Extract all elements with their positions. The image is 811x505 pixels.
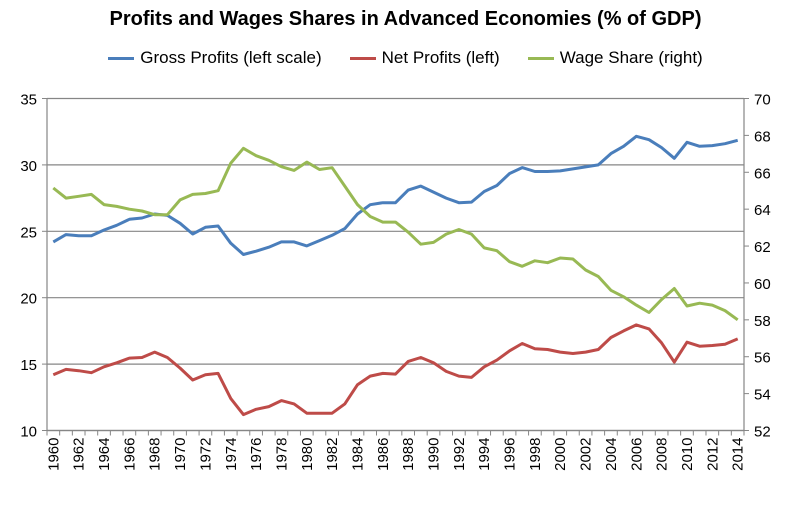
x-axis-tick-label: 1978	[273, 438, 290, 471]
x-axis-tick-label: 1994	[476, 438, 493, 471]
right-axis-tick-label: 62	[754, 239, 771, 256]
chart-title: Profits and Wages Shares in Advanced Eco…	[109, 8, 702, 30]
legend-swatch-wage-share	[527, 56, 554, 60]
left-axis-tick-label: 20	[20, 291, 37, 308]
right-axis-tick-label: 68	[754, 128, 771, 145]
legend-label-gross-profits: Gross Profits (left scale)	[140, 48, 322, 67]
right-axis-tick-label: 56	[754, 350, 771, 367]
series-line-net-profits	[52, 323, 739, 417]
right-axis-tick-label: 60	[754, 276, 771, 293]
legend-label-wage-share: Wage Share (right)	[559, 48, 703, 67]
x-axis-tick-label: 2000	[552, 438, 569, 471]
x-axis-tick-label: 2006	[628, 438, 645, 471]
legend-label-net-profits: Net Profits (left)	[381, 48, 500, 67]
x-axis-tick-label: 1996	[502, 438, 519, 471]
left-axis-tick-label: 15	[20, 357, 37, 374]
x-axis-tick-label: 1964	[96, 438, 113, 471]
x-axis-tick-label: 1962	[71, 438, 88, 471]
left-axis-tick-label: 30	[20, 158, 37, 175]
right-axis-tick-label: 54	[754, 387, 771, 404]
left-axis-tick-label: 25	[20, 224, 37, 241]
legend: Gross Profits (left scale) Net Profits (…	[0, 48, 811, 68]
left-axis-tick-label: 10	[20, 424, 37, 441]
x-axis-tick-label: 1992	[451, 438, 468, 471]
x-axis-tick-label: 1988	[400, 438, 417, 471]
x-axis-tick-label: 1972	[197, 438, 214, 471]
x-axis-tick-label: 2014	[730, 438, 747, 471]
series-line-gross-profits	[52, 134, 739, 256]
x-axis-tick-label: 1966	[121, 438, 138, 471]
series-line-wage-share	[52, 146, 739, 322]
x-axis-tick-label: 1990	[426, 438, 443, 471]
x-axis-tick-label: 1968	[147, 438, 164, 471]
x-axis-tick-label: 1986	[375, 438, 392, 471]
x-axis-tick-label: 2002	[578, 438, 595, 471]
x-axis-tick-label: 1960	[45, 438, 62, 471]
right-axis-tick-label: 58	[754, 313, 771, 330]
right-axis-tick-label: 70	[754, 92, 771, 109]
x-axis-tick-label: 1974	[223, 438, 240, 471]
legend-swatch-gross-profits	[108, 56, 135, 60]
x-axis-tick-label: 1984	[349, 438, 366, 471]
legend-item-wage-share: Wage Share (right)	[527, 48, 703, 68]
legend-item-gross-profits: Gross Profits (left scale)	[108, 48, 322, 68]
legend-item-net-profits: Net Profits (left)	[349, 48, 500, 68]
x-axis-tick-label: 1998	[527, 438, 544, 471]
x-axis-tick-label: 1970	[172, 438, 189, 471]
x-axis-tick-label: 1980	[299, 438, 316, 471]
x-axis-tick-label: 2012	[704, 438, 721, 471]
right-axis-tick-label: 52	[754, 424, 771, 441]
x-axis-tick-label: 2010	[679, 438, 696, 471]
legend-swatch-net-profits	[349, 56, 376, 60]
x-axis-tick-label: 1982	[324, 438, 341, 471]
x-axis-tick-label: 2008	[654, 438, 671, 471]
x-axis-tick-label: 2004	[603, 438, 620, 471]
right-axis-tick-label: 66	[754, 165, 771, 182]
x-axis-tick-label: 1976	[248, 438, 265, 471]
left-axis-tick-label: 35	[20, 92, 37, 109]
right-axis-tick-label: 64	[754, 202, 771, 219]
